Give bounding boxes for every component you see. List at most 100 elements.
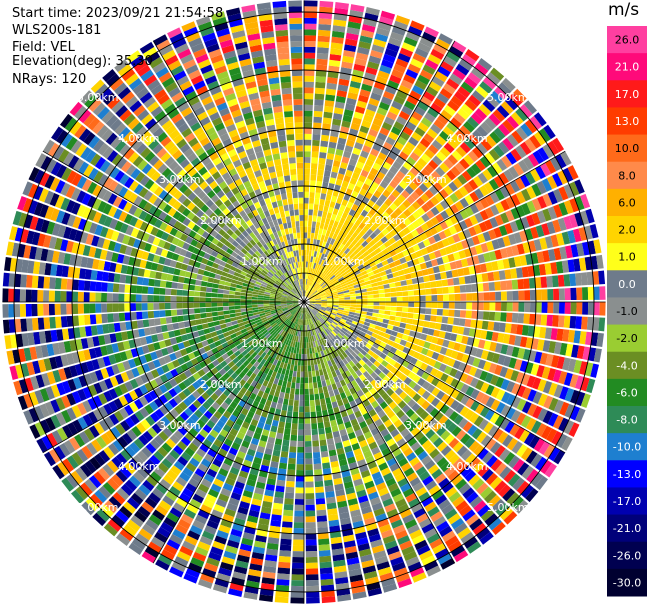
gate-cell [301,359,304,366]
gate-cell [347,182,356,191]
gate-cell [269,350,275,358]
gate-cell [563,215,573,230]
gate-cell [269,357,276,365]
gate-cell [345,320,352,326]
gate-cell [330,42,343,50]
gate-cell [194,313,201,320]
gate-cell [380,96,393,106]
gate-cell [436,114,449,126]
gate-cell [203,410,213,420]
gate-cell [401,262,409,270]
gate-cell [103,261,111,272]
gate-cell [223,314,231,319]
gate-cell [417,377,426,387]
gate-cell [371,44,385,54]
gate-cell [343,308,350,312]
gate-cell [202,499,215,509]
gate-cell [292,323,296,330]
gate-cell [159,374,169,384]
gate-cell [369,496,381,506]
gate-cell [212,316,219,322]
gate-cell [470,319,478,328]
gate-cell [366,267,373,274]
gate-cell [336,447,345,455]
gate-cell [378,266,385,273]
gate-cell [520,484,534,499]
gate-cell [301,307,303,314]
gate-cell [417,74,430,86]
gate-cell [374,555,389,565]
gate-cell [315,370,320,377]
gate-cell [43,451,56,467]
gate-cell [497,354,506,366]
gate-cell [513,256,522,267]
gate-cell [432,543,447,555]
gate-cell [360,349,368,356]
gate-cell [425,308,432,315]
gate-cell [235,360,243,368]
gate-cell [414,302,420,308]
gate-cell [300,383,304,389]
gate-cell [317,278,323,284]
gate-cell [589,223,599,239]
gate-cell [395,156,406,166]
gate-cell [252,291,259,295]
gate-cell [197,268,205,275]
gate-cell [266,362,273,370]
gate-cell [66,278,74,290]
gate-cell [333,388,340,396]
gate-cell [305,307,309,314]
gate-cell [389,346,398,354]
gate-cell [307,232,311,239]
gate-cell [550,234,559,248]
gate-cell [39,419,51,434]
gate-cell [325,309,332,313]
gate-cell [333,279,340,285]
gate-cell [120,449,132,462]
gate-cell [226,405,235,414]
gate-cell [433,233,442,243]
gate-cell [327,224,333,232]
gate-cell [314,306,320,310]
gate-cell [363,277,371,282]
gate-cell [103,523,118,537]
gate-cell [287,296,293,299]
gate-cell [399,257,407,264]
gate-cell [293,297,299,300]
gate-cell [290,328,294,335]
gate-cell [518,290,525,301]
gate-cell [40,248,49,262]
gate-cell [92,395,103,408]
gate-cell [134,387,144,398]
gate-cell [315,492,325,499]
gate-cell [263,302,270,305]
gate-cell [326,308,333,311]
gate-cell [281,297,287,300]
gate-cell [292,302,299,304]
gate-cell [422,178,433,189]
gate-cell [318,157,326,165]
gate-cell [138,528,153,541]
gate-cell [144,546,159,559]
gate-cell [498,225,508,237]
gate-cell [37,289,44,302]
gate-cell [350,379,358,388]
gate-cell [519,429,531,443]
gate-cell [485,472,498,486]
gate-cell [384,288,391,293]
gate-cell [372,290,379,295]
gate-cell [346,557,360,566]
gate-cell [141,446,153,458]
gate-cell [154,531,168,544]
gate-cell [306,348,310,355]
gate-cell [354,286,361,291]
gate-cell [355,180,364,188]
gate-cell [506,312,513,323]
gate-cell [163,354,172,364]
gate-cell [296,371,301,378]
gate-cell [319,357,324,364]
gate-cell [280,349,286,357]
gate-cell [317,270,322,277]
gate-cell [229,309,236,314]
gate-cell [54,195,65,209]
